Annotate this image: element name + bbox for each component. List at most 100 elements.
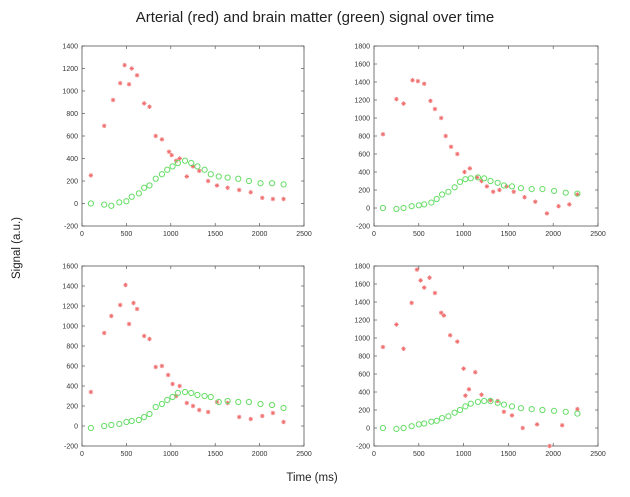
arterial-point xyxy=(455,151,460,157)
arterial-point xyxy=(109,313,114,319)
brain-matter-point xyxy=(562,189,569,196)
arterial-point xyxy=(281,419,286,425)
brain-matter-point xyxy=(158,400,166,408)
x-tick-label: 0 xyxy=(80,231,84,238)
brain-matter-point xyxy=(116,420,123,428)
arterial-point xyxy=(409,300,414,306)
brain-matter-point xyxy=(135,190,142,197)
x-tick-label: 0 xyxy=(372,451,376,458)
y-tick-label: 200 xyxy=(66,179,78,186)
brain-matter-point xyxy=(500,182,508,189)
y-tick-label: 800 xyxy=(66,344,78,351)
brain-matter-point xyxy=(128,417,135,425)
y-tick-label: 1600 xyxy=(354,282,370,289)
chart-title: Arterial (red) and brain matter (green) … xyxy=(136,9,494,26)
x-tick-label: 1000 xyxy=(456,451,472,458)
brain-matter-point xyxy=(433,195,440,203)
arterial-series xyxy=(380,78,580,216)
arterial-point xyxy=(443,133,448,139)
brain-matter-point xyxy=(500,401,508,408)
arterial-point xyxy=(122,62,127,68)
brain-matter-point xyxy=(201,166,208,173)
arterial-point xyxy=(380,132,386,137)
arterial-point xyxy=(102,330,107,336)
arterial-point xyxy=(102,123,107,129)
x-tick-label: 500 xyxy=(121,451,133,458)
y-tick-label: 400 xyxy=(358,170,370,177)
brain-matter-point xyxy=(379,204,387,212)
arterial-point xyxy=(501,409,507,414)
y-tick-label: 1200 xyxy=(354,318,370,325)
x-tick-label: 0 xyxy=(80,451,84,458)
y-tick-label: 1000 xyxy=(354,336,370,343)
x-tick-label: 1500 xyxy=(207,451,223,458)
brain-matter-point xyxy=(123,198,130,205)
y-tick-label: 800 xyxy=(66,111,78,118)
arterial-point xyxy=(556,204,561,209)
y-tick-label: 400 xyxy=(66,384,78,391)
y-tick-label: 200 xyxy=(358,408,370,415)
y-tick-label: 400 xyxy=(66,156,78,163)
brain-matter-point xyxy=(224,174,231,181)
y-tick-label: 1000 xyxy=(62,324,78,331)
brain-matter-point xyxy=(508,403,516,410)
brain-matter-point xyxy=(574,190,581,197)
y-tick-label: -200 xyxy=(64,444,78,451)
arterial-point xyxy=(141,101,147,106)
arterial-point xyxy=(248,190,253,195)
arterial-point xyxy=(455,339,460,344)
plot-frame xyxy=(373,45,599,227)
y-tick-label: 800 xyxy=(358,134,370,141)
subplot-2: 0 500 1000 1500 2000 2500-2000200400600800100… xyxy=(354,44,605,239)
brain-matter-point xyxy=(188,389,195,397)
arterial-point xyxy=(166,149,172,154)
x-tick-label: 1500 xyxy=(501,451,517,458)
plot-frame xyxy=(81,265,305,447)
brain-matter-point xyxy=(257,400,264,408)
arterial-point xyxy=(415,78,421,84)
y-tick-label: 600 xyxy=(358,152,370,159)
brain-matter-point xyxy=(194,391,201,399)
brain-matter-point xyxy=(428,199,435,206)
y-axis-label: Signal (a.u.) xyxy=(11,217,23,279)
brain-matter-point xyxy=(456,406,464,414)
y-tick-label: 200 xyxy=(66,404,78,411)
subplot-3: 0 500 1000 1500 2000 2500-2000200400600800100… xyxy=(62,264,311,459)
brain-matter-point xyxy=(474,174,482,181)
arterial-point xyxy=(559,423,565,428)
brain-matter-point xyxy=(235,398,242,406)
brain-matter-point xyxy=(393,425,400,432)
arterial-point xyxy=(448,144,454,149)
arterial-point xyxy=(147,336,152,342)
brain-matter-point xyxy=(135,416,142,424)
brain-matter-point xyxy=(245,398,253,406)
brain-matter-point xyxy=(467,175,474,182)
brain-matter-point xyxy=(146,182,153,189)
brain-matter-point xyxy=(445,413,452,420)
brain-matter-point xyxy=(462,403,469,410)
brain-matter-point xyxy=(400,204,407,212)
y-tick-label: 800 xyxy=(358,354,370,361)
brain-matter-point xyxy=(235,175,242,182)
arterial-point xyxy=(432,106,438,112)
arterial-point xyxy=(401,346,406,351)
x-tick-label: 1000 xyxy=(163,451,179,458)
arterial-point xyxy=(380,344,386,350)
brain-matter-point xyxy=(174,389,182,397)
y-tick-label: 0 xyxy=(74,201,78,208)
x-tick-label: 2500 xyxy=(296,451,312,458)
arterial-point xyxy=(490,189,496,194)
arterial-point xyxy=(534,422,540,427)
arterial-series xyxy=(88,62,286,202)
arterial-point xyxy=(509,413,515,418)
brain-matter-point xyxy=(494,179,501,186)
brain-matter-point xyxy=(528,186,535,193)
brain-matter-point xyxy=(169,393,176,401)
y-tick-label: -200 xyxy=(356,444,370,451)
arterial-point xyxy=(236,187,242,193)
x-tick-label: 0 xyxy=(372,231,376,238)
arterial-point xyxy=(184,400,189,406)
y-tick-label: 0 xyxy=(366,206,370,213)
brain-matter-point xyxy=(268,180,276,187)
